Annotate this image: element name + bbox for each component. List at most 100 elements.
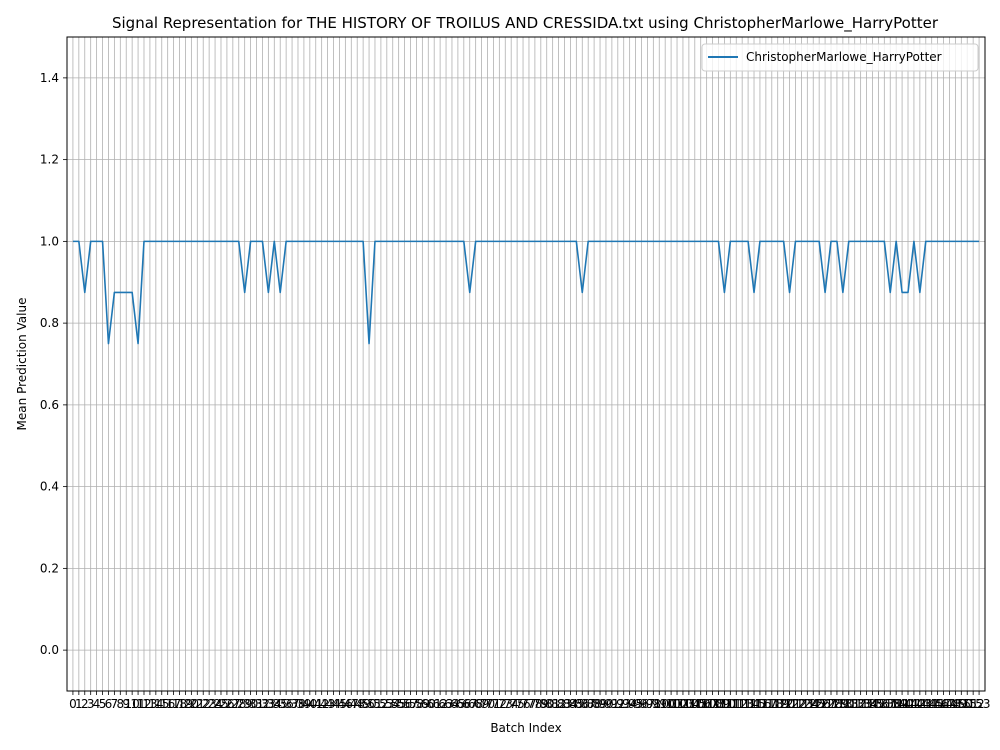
x-tick-label: 69 [474,697,489,711]
x-tick-label: 103 [671,697,694,711]
x-tick-label: 7 [111,697,119,711]
x-tick-label: 27 [225,697,240,711]
x-tick-label: 117 [754,697,777,711]
x-tick-label: 31 [249,697,264,711]
x-tick-label: 107 [695,697,718,711]
x-tick-label: 52 [373,697,388,711]
x-tick-label: 5 [99,697,107,711]
x-tick-label: 11 [130,697,145,711]
x-tick-label: 139 [885,697,908,711]
x-tick-label: 128 [820,697,843,711]
y-axis: 0.0 0.2 0.4 0.6 0.8 1.0 1.2 1.4 [40,71,67,657]
x-tick-label: 81 [545,697,560,711]
x-tick-label: 76 [515,697,530,711]
y-axis-label: Mean Prediction Value [15,298,29,431]
x-tick-label: 142 [902,697,925,711]
x-tick-label: 39 [296,697,311,711]
x-tick-label: 111 [719,697,742,711]
x-tick-label: 106 [689,697,712,711]
x-tick-label: 62 [432,697,447,711]
x-tick-label: 55 [391,697,406,711]
x-tick-label: 108 [701,697,724,711]
x-tick-label: 10 [125,697,140,711]
x-tick-label: 28 [231,697,246,711]
x-tick-label: 63 [438,697,453,711]
x-tick-label: 152 [962,697,985,711]
x-tick-label: 12 [136,697,151,711]
x-axis-label: Batch Index [490,721,561,735]
x-tick-label: 48 [350,697,365,711]
x-tick-label: 64 [444,697,459,711]
chart-title: Signal Representation for THE HISTORY OF… [112,14,939,33]
x-tick-label: 56 [397,697,412,711]
x-tick-label: 135 [861,697,884,711]
x-tick-label: 30 [243,697,258,711]
x-tick-label: 90 [598,697,613,711]
x-tick-label: 34 [267,697,282,711]
x-tick-label: 119 [766,697,789,711]
x-tick-label: 51 [367,697,382,711]
x-tick-label: 18 [172,697,187,711]
x-tick-label: 40 [302,697,317,711]
x-tick-label: 35 [273,697,288,711]
x-tick-label: 148 [938,697,961,711]
x-tick-label: 130 [831,697,854,711]
x-tick-label: 91 [604,697,619,711]
x-tick-label: 0 [69,697,77,711]
x-tick-label: 99 [652,697,667,711]
y-tick-label: 0.0 [40,643,59,657]
x-tick-label: 145 [920,697,943,711]
x-tick-label: 45 [332,697,347,711]
series-line [72,240,980,345]
x-tick-label: 22 [196,697,211,711]
legend-label: ChristopherMarlowe_HarryPotter [746,50,942,64]
x-tick-label: 36 [278,697,293,711]
x-tick-label: 19 [178,697,193,711]
x-tick-label: 82 [551,697,566,711]
x-tick-label: 46 [338,697,353,711]
y-tick-label: 0.8 [40,316,59,330]
x-tick-label: 23 [202,697,217,711]
x-tick-label: 87 [581,697,596,711]
x-tick-label: 129 [825,697,848,711]
plot-area [72,240,980,345]
x-tick-label: 114 [737,697,760,711]
x-tick-label: 44 [326,697,341,711]
x-tick-label: 67 [462,697,477,711]
x-tick-label: 8 [116,697,124,711]
legend-box [701,43,979,72]
x-tick-label: 53 [379,697,394,711]
x-tick-label: 137 [873,697,896,711]
y-tick-label: 0.6 [40,398,59,412]
x-tick-label: 136 [867,697,890,711]
x-tick-label: 47 [344,697,359,711]
x-tick-label: 102 [666,697,689,711]
x-tick-label: 124 [796,697,819,711]
x-tick-label: 3 [87,697,95,711]
x-tick-label: 144 [914,697,937,711]
x-tick-label: 95 [628,697,643,711]
x-tick-label: 97 [640,697,655,711]
x-tick-label: 70 [480,697,495,711]
x-tick-label: 54 [385,697,400,711]
x-tick-label: 2 [81,697,89,711]
x-tick-label: 42 [314,697,329,711]
x-tick-label: 118 [760,697,783,711]
x-tick-label: 49 [355,697,370,711]
x-tick-label: 101 [660,697,683,711]
x-tick-label: 134 [855,697,878,711]
x-tick-label: 75 [509,697,524,711]
legend: ChristopherMarlowe_HarryPotter [701,43,979,72]
x-tick-label: 77 [521,697,536,711]
x-tick-label: 131 [837,697,860,711]
x-tick-label: 17 [166,697,181,711]
x-tick-label: 140 [891,697,914,711]
x-tick-label: 24 [207,697,222,711]
x-tick-label: 43 [320,697,335,711]
x-tick-label: 143 [908,697,931,711]
x-tick-label: 109 [707,697,730,711]
x-tick-label: 26 [219,697,234,711]
x-tick-label: 38 [290,697,305,711]
x-tick-label: 133 [849,697,872,711]
x-tick-label: 59 [415,697,430,711]
